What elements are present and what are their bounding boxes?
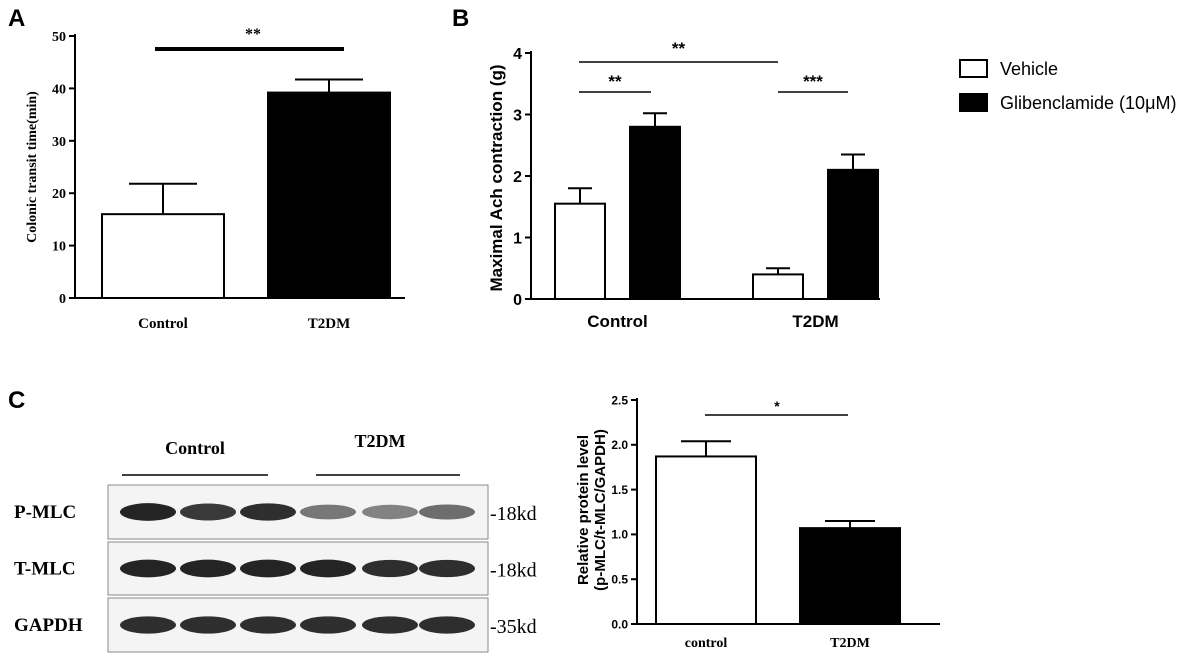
x-tick-label: control — [685, 636, 728, 651]
blot-band — [180, 616, 236, 634]
blot-band — [240, 616, 296, 634]
y-tick-label: 0.0 — [611, 617, 628, 631]
legend: Vehicle Glibenclamide (10μM) — [959, 59, 1176, 113]
y-tick-label: 30 — [52, 135, 66, 150]
y-axis-label: Colonic transit time(min) — [25, 91, 40, 243]
x-tick-label: T2DM — [830, 636, 870, 651]
blot-band — [362, 559, 418, 578]
blot-band — [180, 503, 236, 521]
legend-swatch — [959, 59, 988, 78]
bar — [827, 168, 879, 300]
chart-c: 0.0 0.5 1.0 1.5 2.0 2.5 control T2DM Relative pr… — [575, 393, 940, 651]
y-tick-label: 40 — [52, 82, 66, 97]
x-tick-label: Control — [587, 312, 647, 331]
significance-label: ** — [672, 39, 686, 58]
bar — [799, 527, 901, 625]
blot-band — [419, 559, 475, 578]
blot-band — [362, 504, 418, 520]
y-tick-label: 1 — [513, 230, 522, 247]
blot-band — [120, 503, 176, 521]
bar — [554, 202, 606, 300]
western-blot: Control T2DM P-MLC -18kd T-MLC -18kd GAPDH -35k… — [14, 431, 537, 653]
blot-band — [300, 616, 356, 634]
legend-swatch — [959, 93, 988, 112]
blot-size-label: -18kd — [490, 503, 537, 525]
bar — [629, 125, 681, 300]
chart-b: 0 1 2 3 4 Control T2DM Maximal Ach contraction … — [487, 39, 880, 331]
y-tick-label: 0.5 — [611, 573, 628, 587]
blot-group-label: Control — [165, 438, 225, 458]
panel-label-a: A — [8, 5, 25, 32]
blot-row-label: GAPDH — [14, 615, 83, 636]
blot-size-label: -35kd — [490, 616, 537, 638]
blot-band — [300, 504, 356, 520]
x-tick-label: T2DM — [792, 312, 838, 331]
blot-band — [240, 559, 296, 578]
significance-label: ** — [608, 72, 622, 91]
legend-label: Glibenclamide (10μM) — [1000, 93, 1176, 113]
blot-band — [120, 616, 176, 634]
y-tick-label: 20 — [52, 187, 66, 202]
y-axis-label-line-2: (p-MLC/t-MLC/GAPDH) — [592, 429, 609, 591]
blot-band — [240, 503, 296, 521]
y-tick-label: 0 — [513, 292, 522, 309]
legend-label: Vehicle — [1000, 59, 1058, 79]
blot-band — [362, 616, 418, 634]
bar — [752, 273, 804, 300]
blot-row-label: P-MLC — [14, 502, 76, 523]
y-axis-label: Maximal Ach contraction (g) — [487, 64, 506, 291]
x-tick-label: Control — [138, 316, 188, 332]
blot-band — [180, 559, 236, 578]
y-tick-label: 2.0 — [611, 438, 628, 452]
y-tick-label: 3 — [513, 107, 522, 124]
x-tick-label: T2DM — [308, 316, 351, 332]
blot-band — [419, 504, 475, 520]
y-tick-label: 4 — [513, 46, 522, 63]
blot-band — [419, 616, 475, 634]
bar — [101, 213, 225, 299]
significance-label: *** — [803, 72, 823, 91]
panel-label-c: C — [8, 387, 25, 414]
panel-label-b: B — [452, 5, 469, 32]
significance-label: * — [774, 398, 780, 414]
blot-row-label: T-MLC — [14, 559, 76, 580]
y-tick-label: 2 — [513, 169, 522, 186]
y-axis-label-line-1: Relative protein level — [575, 435, 592, 585]
y-tick-label: 1.0 — [611, 528, 628, 542]
y-tick-label: 0 — [59, 292, 66, 307]
chart-a: 0 10 20 30 40 50 Control T2DM Colonic transit ti… — [25, 26, 405, 332]
blot-group-label: T2DM — [355, 431, 406, 451]
bar — [655, 455, 757, 625]
y-tick-label: 50 — [52, 30, 66, 45]
blot-band — [300, 559, 356, 578]
y-tick-label: 1.5 — [611, 483, 628, 497]
y-tick-label: 2.5 — [611, 393, 628, 407]
significance-label: ** — [245, 26, 261, 43]
y-tick-label: 10 — [52, 240, 66, 255]
blot-size-label: -18kd — [490, 560, 537, 582]
blot-band — [120, 559, 176, 578]
bar — [267, 91, 391, 300]
